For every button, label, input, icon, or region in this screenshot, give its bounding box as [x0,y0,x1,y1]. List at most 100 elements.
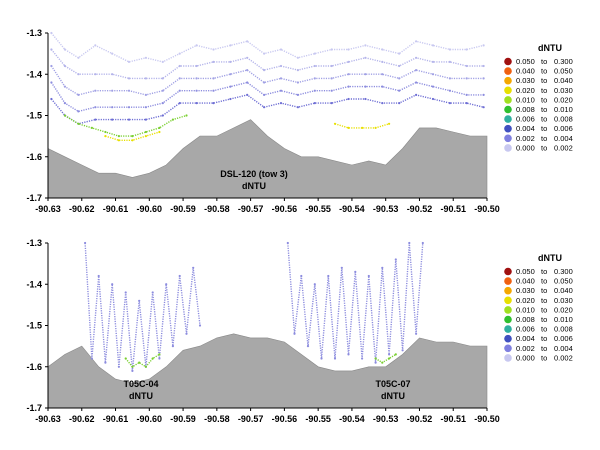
data-point [127,106,131,109]
x-tick-label: -90.51 [440,204,466,214]
data-point [94,89,97,92]
x-tick-label: -90.63 [35,414,61,424]
data-point [212,77,215,80]
data-point [381,361,384,364]
data-point [347,60,350,64]
legend-range-to: to [541,305,547,314]
series-line-6 [64,114,187,137]
annotation-label: dNTU [381,391,405,401]
data-point [381,102,384,105]
data-point [144,130,147,134]
data-point [374,361,377,364]
data-point [279,48,283,51]
data-point [279,77,283,80]
data-point [212,48,215,51]
data-point [347,48,350,51]
data-point [138,299,141,302]
x-tick-label: -90.53 [373,414,399,424]
data-point [374,126,377,129]
data-point [124,291,127,294]
legend-range-to: to [541,286,547,295]
data-point [124,357,127,360]
y-tick-label: -1.6 [26,152,42,162]
data-point [330,89,333,92]
data-point [431,60,435,64]
data-point [431,73,435,76]
legend-range-low: 0.000 [516,353,535,362]
data-point [84,241,87,245]
x-tick-label: -90.61 [103,414,129,424]
data-point [431,44,435,47]
legend-range-to: to [541,267,547,276]
data-point [158,353,161,356]
data-point [408,241,411,245]
data-point [374,357,377,360]
data-point [246,81,249,84]
legend-range-to: to [541,353,547,362]
x-tick-label: -90.59 [170,204,196,214]
legend-range-high: 0.006 [554,124,573,133]
series-line-7 [105,131,160,142]
data-point [229,97,232,101]
data-point [300,274,303,278]
series-line-3 [50,65,484,96]
data-point [104,130,107,134]
legend-range-high: 0.300 [554,57,573,66]
legend-range-high: 0.010 [554,105,573,114]
data-point [117,139,120,142]
x-tick-label: -90.56 [272,204,298,214]
data-point [117,135,120,138]
data-point [138,361,141,364]
data-point [313,283,316,286]
y-tick-label: -1.3 [26,238,42,248]
chart-panel-bottom: -90.63 -90.62 -90.61 -90.60 -90.59 -90.58 -90.… [26,238,572,424]
y-tick-label: -1.7 [26,193,42,203]
legend-range-high: 0.004 [554,134,573,143]
legend-range-low: 0.010 [516,95,535,104]
data-point [431,85,435,88]
data-point [354,270,357,273]
legend-range-high: 0.008 [554,115,573,124]
series-line-1 [50,32,484,63]
bathymetry-area [47,119,488,199]
legend-range-high: 0.040 [554,76,573,85]
x-tick-label: -90.63 [35,204,61,214]
data-point [333,122,337,125]
legend-swatch [504,325,512,333]
data-point [178,89,181,92]
legend-title: dNTU [538,253,562,263]
data-point [50,31,53,35]
data-point [212,60,215,64]
series-line-2 [287,242,424,363]
data-point [246,93,249,96]
x-tick-label: -90.61 [103,204,129,214]
legend-range-low: 0.050 [516,57,535,66]
data-point [415,332,418,335]
legend-swatch [504,86,512,95]
data-point [327,274,330,278]
data-point [347,73,350,76]
data-point [320,357,323,360]
legend-swatch [504,344,512,353]
data-point [151,291,154,294]
data-point [398,64,401,68]
data-point [63,114,66,117]
legend-swatch [504,354,512,362]
data-point [144,106,147,109]
x-tick-label: -90.50 [474,204,500,214]
data-point [364,44,367,47]
data-point [286,241,289,245]
data-point [482,93,485,96]
data-point [448,48,451,51]
data-point [381,73,384,76]
data-point [398,52,401,55]
data-point [313,64,316,68]
data-point [330,48,333,51]
legend-range-high: 0.050 [554,67,573,76]
series-line-3 [125,353,160,368]
data-point [151,357,154,360]
y-tick-label: -1.5 [26,111,42,121]
legend-range-to: to [541,95,547,104]
data-point [279,64,283,68]
